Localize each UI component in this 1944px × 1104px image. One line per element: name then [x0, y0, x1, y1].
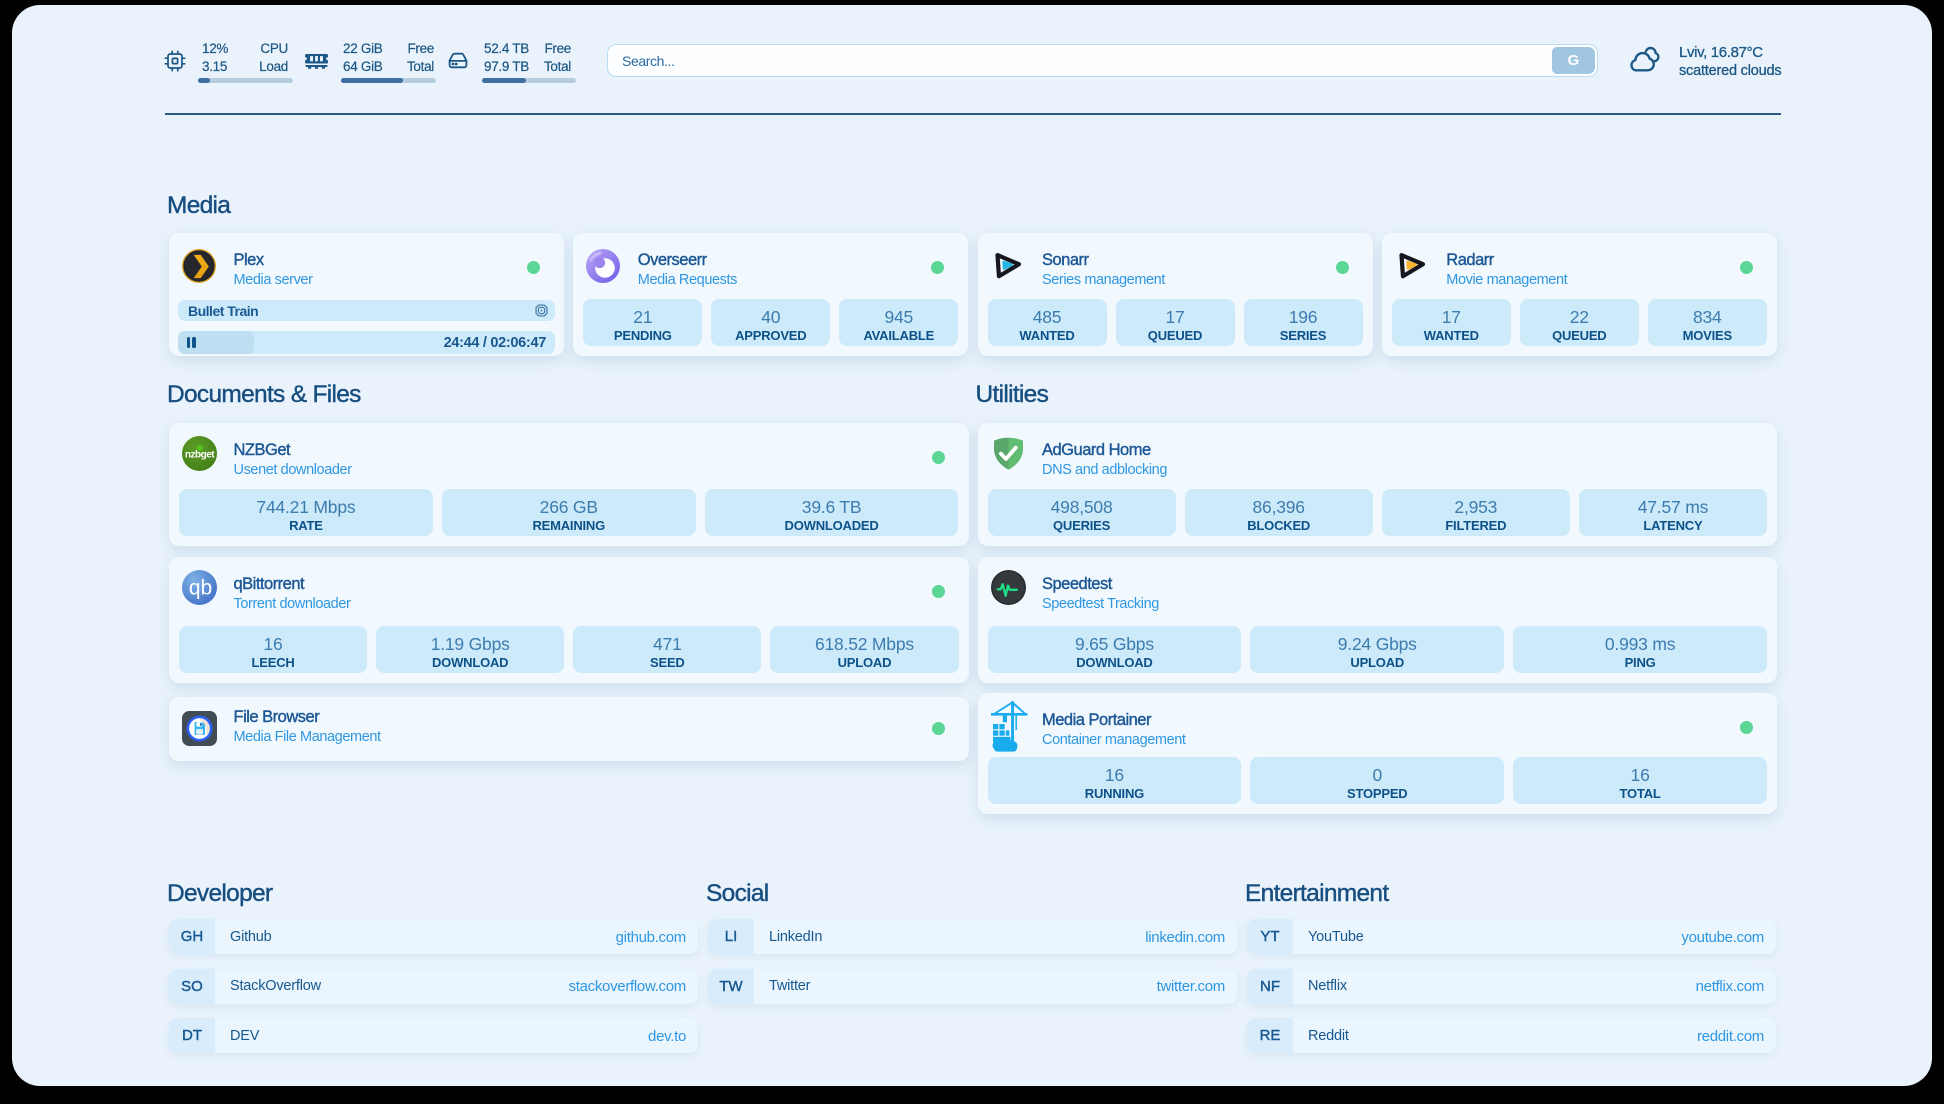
svg-text:nzbget: nzbget	[185, 450, 215, 461]
svg-text:qb: qb	[189, 577, 212, 600]
